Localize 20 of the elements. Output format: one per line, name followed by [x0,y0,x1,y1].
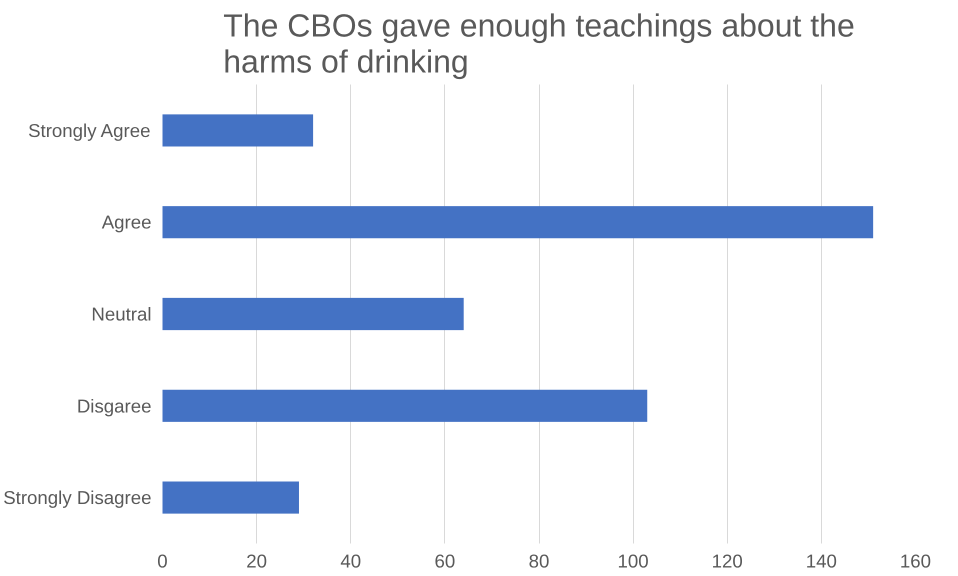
bar [162,114,314,146]
y-tick-label: Neutral [91,304,152,324]
x-tick-label: 20 [246,550,268,572]
y-tick-label: Strongly Agree [28,120,150,141]
y-tick-label: Disgaree [76,395,152,416]
x-tick-label: 80 [528,550,550,572]
x-tick-label: 100 [618,550,649,572]
bar [162,390,648,422]
bar [162,482,299,514]
bar [162,206,874,238]
y-tick-label: Agree [102,212,152,233]
x-tick-label: 140 [806,550,837,572]
x-tick-label: 0 [157,550,168,572]
chart-title: The CBOs gave enough teachings about the harms of drinking [223,8,855,80]
x-tick-label: 60 [434,550,456,572]
x-tick-label: 120 [712,550,743,572]
x-tick-label: 160 [900,550,932,572]
bar [162,298,464,330]
y-tick-label: Strongly Disagree [3,487,152,508]
x-tick-label: 40 [340,550,362,572]
